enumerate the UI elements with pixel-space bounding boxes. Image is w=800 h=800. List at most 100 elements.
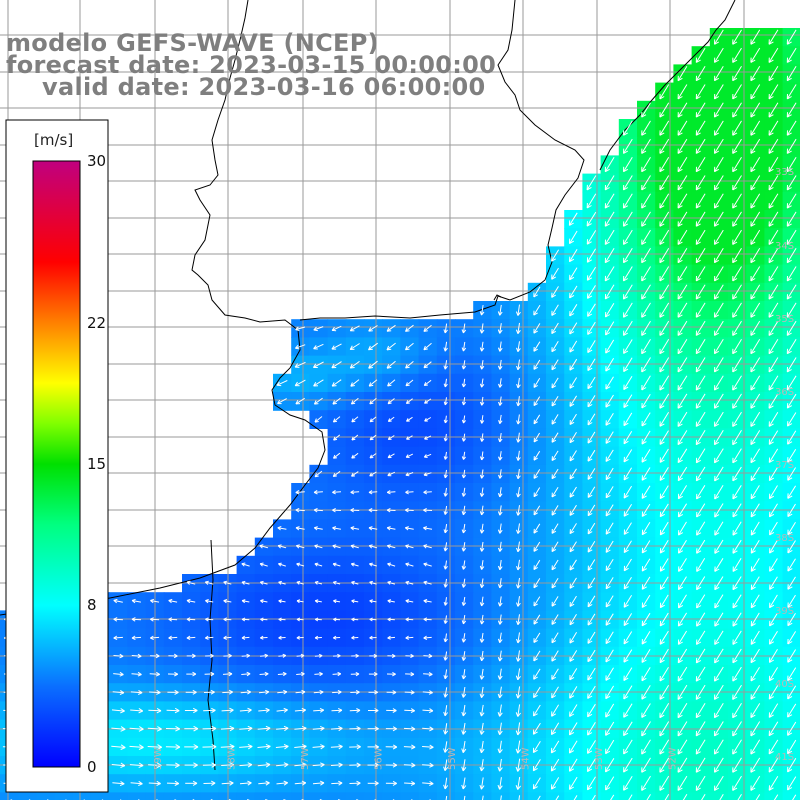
wind-arrow: [406, 416, 413, 422]
wind-arrow: [677, 339, 688, 355]
wind-arrow: [732, 448, 742, 464]
wind-arrow: [497, 523, 503, 534]
lon-label: 53W: [594, 747, 605, 770]
wind-arrow: [769, 594, 778, 609]
wind-arrow: [148, 707, 162, 714]
wind-arrow: [641, 485, 651, 499]
wind-arrow: [587, 613, 596, 626]
wind-arrow: [350, 544, 359, 549]
wind-arrow: [497, 487, 503, 498]
wind-speed-cell: [527, 792, 547, 800]
wind-arrow: [294, 762, 307, 768]
wind-arrow: [497, 323, 503, 334]
wind-arrow: [714, 703, 724, 719]
wind-arrow: [386, 360, 396, 369]
wind-arrow: [369, 580, 377, 585]
wind-arrow: [569, 413, 577, 425]
wind-arrow: [787, 430, 797, 445]
colorbar-tick-label: 8: [87, 596, 97, 615]
wind-arrow: [641, 503, 651, 517]
wind-arrow: [587, 358, 596, 372]
wind-arrow: [786, 302, 797, 318]
wind-arrow: [732, 666, 742, 682]
wind-arrow: [368, 508, 378, 513]
wind-arrow: [623, 320, 633, 336]
wind-arrow: [350, 689, 360, 695]
wind-arrow: [786, 138, 797, 154]
wind-arrow: [259, 562, 268, 567]
wind-arrow: [498, 469, 503, 479]
wind-arrow: [714, 576, 724, 591]
wind-arrow: [551, 450, 559, 461]
wind-arrow: [586, 230, 597, 245]
wind-arrow: [405, 453, 414, 458]
wind-arrow: [422, 744, 434, 750]
wind-arrow: [695, 175, 706, 191]
wind-arrow: [367, 780, 379, 786]
wind-arrow: [623, 649, 633, 663]
wind-arrow: [569, 249, 578, 263]
wind-arrow: [385, 726, 397, 732]
wind-arrow: [165, 744, 181, 750]
wind-arrow: [223, 580, 232, 585]
wind-arrow: [659, 721, 670, 737]
wind-arrow: [350, 562, 359, 567]
wind-arrow: [351, 580, 359, 585]
wind-arrow: [423, 342, 432, 351]
wind-arrow: [331, 726, 343, 732]
wind-arrow: [369, 562, 377, 567]
wind-arrow: [769, 558, 778, 572]
wind-arrow: [695, 775, 706, 791]
wind-arrow: [714, 47, 724, 63]
wind-arrow: [569, 595, 577, 607]
wind-arrow: [750, 120, 761, 136]
wind-arrow: [260, 617, 268, 622]
wind-arrow: [294, 379, 306, 387]
wind-arrow: [422, 762, 434, 768]
wind-arrow: [641, 594, 651, 608]
wind-arrow: [695, 430, 706, 446]
wind-arrow: [714, 84, 724, 100]
wind-arrow: [551, 341, 559, 353]
wind-arrow: [732, 211, 742, 227]
wind-arrow: [768, 357, 779, 373]
wind-arrow: [623, 739, 633, 755]
wind-arrow: [205, 617, 214, 622]
wind-arrow: [641, 393, 651, 409]
wind-arrow: [696, 612, 706, 627]
wind-arrow: [385, 744, 398, 750]
wind-arrow: [641, 357, 651, 373]
wind-arrow: [497, 341, 503, 352]
wind-arrow: [714, 666, 724, 682]
wind-arrow: [695, 120, 706, 136]
wind-arrow: [695, 684, 706, 700]
wind-arrow: [714, 757, 724, 773]
wind-arrow: [368, 526, 378, 531]
wind-arrow: [278, 599, 286, 604]
wind-arrow: [479, 396, 485, 406]
wind-arrow: [423, 324, 432, 332]
wind-arrow: [387, 599, 395, 604]
wind-arrow: [239, 780, 252, 786]
wind-arrow: [368, 379, 378, 387]
wind-arrow: [516, 432, 521, 443]
wind-arrow: [257, 762, 271, 768]
wind-arrow: [641, 612, 651, 627]
wind-arrow: [677, 175, 688, 191]
wind-arrow: [623, 485, 633, 499]
wind-arrow: [750, 721, 761, 737]
wind-arrow: [386, 526, 396, 531]
wind-arrow: [786, 229, 797, 245]
wind-arrow: [659, 684, 670, 700]
wind-arrow: [368, 708, 379, 713]
wind-arrow: [750, 302, 761, 318]
wind-arrow: [659, 648, 669, 664]
wind-arrow: [223, 599, 232, 604]
wind-arrow: [423, 453, 432, 458]
wind-arrow: [443, 378, 448, 388]
wind-arrow: [732, 466, 742, 482]
wind-arrow: [787, 685, 797, 700]
wind-arrow: [313, 489, 323, 495]
lon-label: 58W: [227, 747, 238, 770]
wind-arrow: [368, 490, 378, 495]
